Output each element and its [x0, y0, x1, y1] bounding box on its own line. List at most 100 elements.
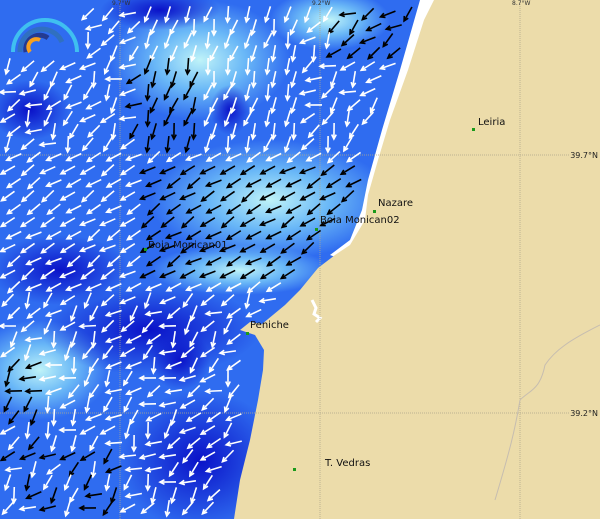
wave-direction-arrow-icon [21, 138, 35, 150]
arrowhead-icon [69, 315, 76, 323]
wave-direction-arrow-icon [105, 388, 123, 394]
wave-direction-arrow-icon [25, 474, 31, 490]
arrowhead-icon [183, 42, 190, 49]
arrowhead-icon [43, 483, 49, 491]
place-marker[interactable] [472, 128, 475, 131]
place-label-leiria[interactable]: Leiria [478, 117, 506, 128]
wave-direction-arrow-icon [259, 297, 277, 303]
arrowhead-icon [326, 157, 334, 164]
wave-direction-arrow-icon [267, 255, 281, 267]
arrowhead-icon [306, 183, 313, 190]
arrowhead-icon [106, 235, 113, 242]
wave-direction-arrow-icon [227, 307, 241, 319]
place-label-nazare[interactable]: Nazare [378, 198, 414, 209]
arrowhead-icon [346, 156, 353, 163]
wave-direction-arrow-icon [6, 153, 22, 161]
arrowhead-icon [125, 338, 132, 344]
wave-direction-arrow-icon [140, 192, 156, 200]
arrowhead-icon [20, 326, 27, 333]
wave-direction-arrow-icon [69, 487, 79, 503]
arrowhead-icon [84, 492, 92, 499]
arrowhead-icon [304, 102, 311, 109]
arrowhead-icon [123, 406, 129, 413]
wave-direction-arrow-icon [126, 387, 142, 395]
wave-direction-arrow-icon [240, 269, 256, 279]
wave-direction-arrow-icon [284, 136, 292, 152]
arrowhead-icon [199, 221, 207, 228]
arrowhead-icon [226, 364, 233, 371]
wave-direction-arrow-icon [66, 230, 82, 240]
arrowhead-icon [84, 415, 92, 422]
place-marker[interactable] [246, 332, 249, 335]
wave-direction-arrow-icon [251, 122, 257, 140]
wave-direction-arrow-icon [26, 491, 42, 499]
arrowhead-icon [183, 328, 190, 336]
wave-direction-arrow-icon [100, 218, 116, 226]
arrowhead-icon [164, 68, 171, 76]
arrowhead-icon [118, 453, 126, 460]
arrowhead-icon [81, 145, 88, 152]
arrowhead-icon [24, 432, 31, 440]
arrowhead-icon [226, 312, 233, 319]
place-marker[interactable] [373, 210, 376, 213]
wave-direction-arrow-icon [245, 292, 251, 308]
arrowhead-icon [180, 247, 187, 254]
buoy-marker[interactable] [144, 248, 147, 251]
wave-direction-arrow-icon [347, 47, 361, 59]
buoy-label-monican02[interactable]: Boia Monican02 [320, 215, 400, 226]
wave-direction-arrow-icon [366, 75, 382, 83]
place-label-peniche[interactable]: Peniche [250, 320, 289, 331]
wave-direction-arrow-icon [101, 268, 115, 280]
arrowhead-icon [26, 209, 33, 216]
arrowhead-icon [259, 169, 266, 175]
arrowhead-icon [199, 169, 206, 175]
wave-direction-arrow-icon [265, 110, 271, 126]
wave-direction-arrow-icon [151, 487, 157, 503]
wave-direction-arrow-icon [230, 97, 238, 113]
buoy-label-monican01[interactable]: Boia Monican01 [148, 240, 228, 251]
wave-direction-arrow-icon [40, 453, 56, 459]
wave-direction-arrow-icon [147, 150, 161, 164]
arrowhead-icon [150, 497, 156, 505]
wave-direction-arrow-icon [201, 320, 215, 332]
arrowhead-icon [259, 273, 267, 280]
wave-direction-arrow-icon [84, 370, 92, 386]
arrowhead-icon [210, 82, 217, 89]
arrowhead-icon [4, 388, 11, 395]
wave-direction-arrow-icon [92, 460, 96, 478]
arrowhead-icon [145, 181, 152, 188]
wave-direction-arrow-icon [110, 487, 118, 503]
wave-direction-arrow-icon [120, 36, 136, 44]
arrowhead-icon [38, 350, 46, 356]
arrowhead-icon [138, 168, 146, 175]
wave-direction-arrow-icon [200, 373, 216, 383]
arrowhead-icon [59, 299, 67, 306]
wave-direction-arrow-icon [125, 467, 143, 471]
wave-direction-arrow-icon [3, 396, 13, 412]
wave-direction-arrow-icon [70, 305, 78, 321]
arrowhead-icon [340, 40, 348, 47]
arrowhead-icon [104, 363, 112, 370]
arrowhead-icon [86, 52, 93, 59]
wave-direction-arrow-icon [119, 11, 137, 17]
wave-direction-arrow-icon [206, 282, 222, 292]
wave-direction-arrow-icon [106, 178, 122, 188]
place-label-t-vedras[interactable]: T. Vedras [325, 458, 371, 469]
wave-direction-arrow-icon [206, 204, 222, 214]
arrowhead-icon [143, 302, 150, 310]
arrowhead-icon [346, 53, 353, 60]
arrowhead-icon [263, 42, 269, 49]
wave-direction-arrow-icon [146, 229, 162, 241]
buoy-marker[interactable] [315, 228, 318, 231]
arrowhead-icon [205, 233, 212, 240]
place-marker[interactable] [293, 468, 296, 471]
wave-direction-arrow-icon [280, 191, 296, 201]
wave-direction-arrow-icon [291, 71, 297, 87]
wave-direction-arrow-icon [120, 270, 136, 278]
wave-direction-arrow-icon [186, 412, 202, 422]
arrowhead-icon [38, 454, 46, 460]
wave-direction-arrow-icon [191, 96, 197, 114]
wave-direction-arrow-icon [121, 320, 135, 332]
